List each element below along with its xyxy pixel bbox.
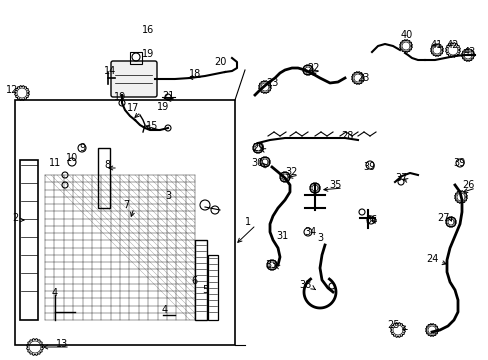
Text: 27: 27 <box>436 213 448 223</box>
Text: 6: 6 <box>190 276 197 286</box>
Text: 19: 19 <box>114 92 126 102</box>
Text: 20: 20 <box>213 57 226 67</box>
Text: 30: 30 <box>250 158 263 168</box>
Text: 14: 14 <box>103 66 116 76</box>
Text: 11: 11 <box>49 158 61 168</box>
Text: 16: 16 <box>142 25 154 35</box>
Text: 19: 19 <box>157 102 169 112</box>
Text: 39: 39 <box>362 162 374 172</box>
Text: 37: 37 <box>394 173 407 183</box>
Text: 42: 42 <box>446 40 458 50</box>
Text: 17: 17 <box>126 103 139 113</box>
Text: 8: 8 <box>104 160 110 170</box>
Bar <box>195 240 206 320</box>
Text: 1: 1 <box>244 217 250 227</box>
Text: 35: 35 <box>328 180 341 190</box>
Text: 24: 24 <box>425 254 437 264</box>
Text: 39: 39 <box>452 158 464 168</box>
Text: 36: 36 <box>364 215 376 225</box>
Bar <box>207 255 218 320</box>
Text: 28: 28 <box>340 131 352 141</box>
Text: 22: 22 <box>306 63 319 73</box>
Text: 23: 23 <box>356 73 368 83</box>
Text: 29: 29 <box>251 143 264 153</box>
Text: 13: 13 <box>56 339 68 349</box>
Text: 21: 21 <box>162 91 174 101</box>
Text: 7: 7 <box>122 200 129 210</box>
Text: 34: 34 <box>303 227 315 237</box>
Text: 18: 18 <box>188 69 201 79</box>
Text: 31: 31 <box>275 231 287 241</box>
Text: 4: 4 <box>52 288 58 298</box>
Bar <box>98 148 110 208</box>
Bar <box>15 100 235 345</box>
FancyBboxPatch shape <box>111 61 157 97</box>
Text: 10: 10 <box>66 153 78 163</box>
Text: 43: 43 <box>463 47 475 57</box>
Text: 12: 12 <box>6 85 18 95</box>
Text: 19: 19 <box>142 49 154 59</box>
Text: 2: 2 <box>12 213 18 223</box>
Bar <box>20 160 38 320</box>
Text: 23: 23 <box>265 78 278 88</box>
Text: 3: 3 <box>316 233 323 243</box>
Text: 9: 9 <box>79 143 85 153</box>
Text: 40: 40 <box>400 30 412 40</box>
Text: 15: 15 <box>145 121 158 131</box>
Text: 41: 41 <box>430 40 442 50</box>
Text: 3: 3 <box>164 191 171 201</box>
Bar <box>130 52 142 64</box>
Text: 5: 5 <box>202 285 208 295</box>
Text: 4: 4 <box>162 305 168 315</box>
Text: 33: 33 <box>264 260 277 270</box>
Text: 38: 38 <box>298 280 310 290</box>
Text: 32: 32 <box>284 167 297 177</box>
Text: 26: 26 <box>461 180 473 190</box>
Text: 25: 25 <box>387 320 400 330</box>
